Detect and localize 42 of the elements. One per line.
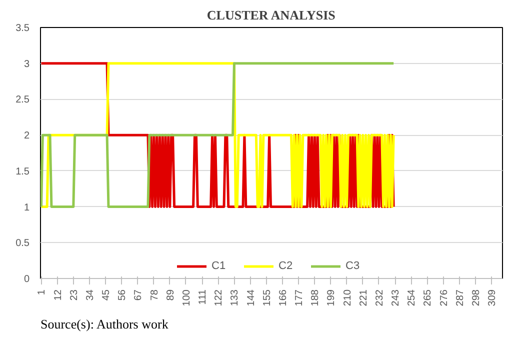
x-tick-label: 298: [470, 289, 482, 306]
x-tick-label: 177: [294, 289, 306, 306]
x-tick-label: 133: [230, 289, 241, 306]
x-tick-label: 276: [438, 289, 450, 306]
x-tick-label: 287: [454, 289, 466, 306]
x-tick-label: 89: [165, 289, 176, 301]
x-tick-label: 122: [214, 289, 225, 306]
source-note: Source(s): Authors work: [40, 316, 169, 332]
x-tick-label: 210: [342, 289, 354, 306]
x-tick-label: 144: [246, 289, 257, 306]
x-tick-label: 34: [84, 289, 96, 301]
x-tick-label: 243: [390, 289, 402, 306]
y-tick-label: 0.5: [16, 238, 30, 250]
chart-title: CLUSTER ANALYSIS: [206, 8, 336, 22]
x-tick-label: 100: [181, 289, 192, 306]
legend-label: C2: [278, 260, 294, 272]
x-tick-label: 166: [278, 289, 289, 306]
legend-label: C3: [346, 260, 361, 272]
x-tick-label: 1: [36, 289, 48, 296]
x-tick-label: 254: [406, 289, 418, 306]
x-tick-label: 78: [149, 289, 160, 301]
y-tick-label: 3: [24, 58, 30, 70]
x-tick-label: 265: [422, 289, 434, 306]
x-tick-label: 232: [374, 289, 386, 306]
legend-label: C1: [212, 260, 227, 272]
y-tick-label: 2: [24, 130, 30, 142]
x-tick-label: 111: [198, 289, 209, 305]
x-tick-label: 12: [52, 289, 64, 301]
x-tick-label: 221: [358, 289, 370, 306]
x-tick-label: 23: [68, 289, 80, 301]
x-tick-label: 309: [487, 289, 498, 306]
x-tick-label: 67: [133, 289, 144, 301]
x-tick-label: 56: [117, 289, 128, 301]
y-tick-label: 2.5: [16, 94, 30, 106]
x-tick-label: 45: [101, 289, 112, 301]
x-tick-label: 199: [326, 289, 338, 306]
y-tick-label: 3.5: [16, 23, 30, 34]
y-tick-label: 1.5: [16, 166, 30, 178]
x-tick-label: 188: [310, 289, 322, 306]
y-tick-label: 0: [24, 274, 30, 285]
x-tick-label: 155: [262, 289, 273, 306]
y-tick-label: 1: [24, 202, 30, 214]
